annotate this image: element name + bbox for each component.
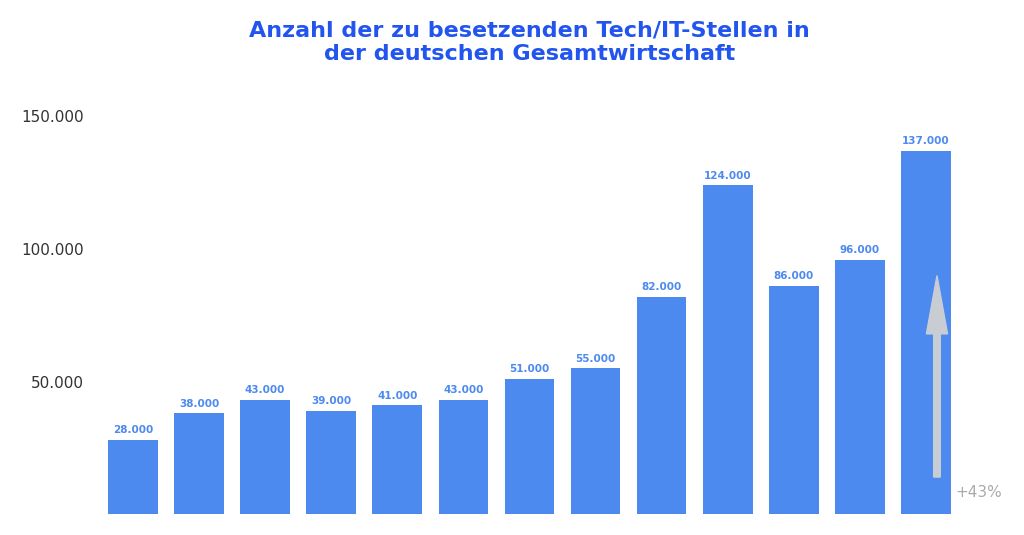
Text: 96.000: 96.000 (840, 245, 880, 255)
Bar (769, 286, 818, 514)
Bar (901, 151, 951, 514)
Text: 137.000: 137.000 (902, 136, 950, 146)
Bar (637, 297, 686, 514)
Text: 43.000: 43.000 (245, 385, 286, 395)
Bar (438, 400, 488, 514)
FancyArrow shape (927, 276, 947, 477)
Bar (505, 379, 554, 514)
Bar (306, 411, 356, 514)
Text: +43%: +43% (955, 485, 1002, 500)
Text: 124.000: 124.000 (703, 171, 752, 181)
Title: Anzahl der zu besetzenden Tech/IT-Stellen in
der deutschen Gesamtwirtschaft: Anzahl der zu besetzenden Tech/IT-Stelle… (249, 21, 810, 64)
Bar (241, 400, 290, 514)
Text: 41.000: 41.000 (377, 391, 418, 401)
Bar (109, 440, 158, 514)
Bar (836, 259, 885, 514)
Text: 39.000: 39.000 (311, 396, 351, 406)
Bar (174, 414, 223, 514)
Bar (703, 186, 753, 514)
Bar (570, 368, 621, 514)
Text: 51.000: 51.000 (509, 364, 550, 374)
Text: 82.000: 82.000 (642, 282, 682, 292)
Text: 55.000: 55.000 (575, 354, 615, 364)
Bar (373, 406, 422, 514)
Text: 43.000: 43.000 (443, 385, 483, 395)
Text: 28.000: 28.000 (113, 425, 153, 435)
Text: 38.000: 38.000 (179, 399, 219, 409)
Text: 86.000: 86.000 (774, 271, 814, 281)
